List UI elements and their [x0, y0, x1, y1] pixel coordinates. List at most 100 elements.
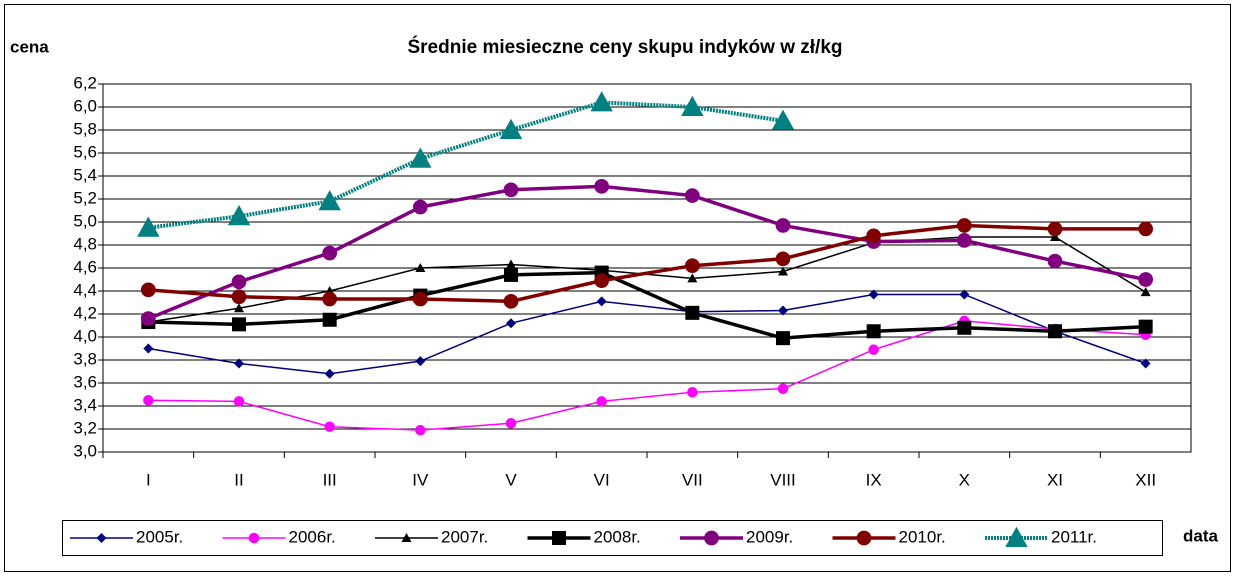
marker	[1047, 253, 1063, 269]
marker	[140, 282, 156, 298]
marker	[596, 396, 607, 407]
x-tick-label: XII	[1135, 470, 1156, 489]
marker	[1047, 221, 1063, 237]
marker	[771, 109, 795, 130]
x-tick-label: III	[323, 470, 337, 489]
x-tick-label: I	[146, 470, 151, 489]
marker	[233, 396, 245, 407]
marker	[324, 368, 335, 379]
x-tick-label: IV	[412, 470, 429, 489]
marker	[957, 320, 972, 335]
marker	[415, 263, 426, 272]
marker	[775, 251, 791, 267]
legend-label: 2009r.	[746, 527, 793, 546]
y-tick-label: 4,2	[73, 303, 97, 322]
series-line	[148, 293, 1146, 375]
marker	[778, 266, 788, 276]
series-line	[148, 100, 784, 230]
marker	[227, 205, 251, 226]
marker	[776, 331, 790, 346]
x-tick-label: IX	[866, 470, 882, 489]
marker	[505, 418, 517, 429]
series-line	[147, 184, 1147, 321]
marker	[956, 233, 972, 248]
y-tick-label: 5,0	[73, 211, 97, 230]
marker	[1050, 231, 1060, 241]
marker	[322, 291, 338, 307]
legend-label: 2005r.	[136, 527, 183, 546]
y-tick-label: 5,2	[73, 188, 97, 207]
marker	[1048, 324, 1062, 339]
legend-label: 2006r.	[289, 527, 336, 546]
y-axis-label: cena	[10, 37, 49, 56]
y-tick-label: 5,6	[73, 142, 97, 161]
marker	[231, 274, 247, 290]
marker	[506, 259, 516, 269]
y-tick-label: 3,2	[73, 418, 97, 437]
marker	[503, 294, 519, 309]
marker	[596, 296, 607, 307]
x-axis-label: data	[1183, 526, 1219, 545]
legend-marker	[704, 530, 719, 546]
marker	[409, 147, 432, 168]
marker	[234, 358, 244, 369]
marker	[143, 395, 154, 406]
legend-label: 2010r.	[899, 527, 946, 546]
marker	[231, 289, 247, 305]
x-tick-label: VII	[682, 470, 703, 489]
y-tick-label: 5,8	[73, 119, 97, 138]
marker	[866, 324, 881, 339]
legend-marker	[552, 531, 566, 545]
marker	[143, 343, 154, 354]
marker	[322, 312, 337, 327]
marker	[318, 190, 341, 211]
y-tick-label: 5,4	[73, 165, 97, 184]
marker	[503, 182, 519, 198]
marker	[137, 216, 160, 237]
marker	[590, 91, 613, 112]
marker	[866, 228, 882, 244]
marker	[1140, 358, 1151, 369]
marker	[504, 267, 518, 282]
marker	[412, 291, 428, 307]
y-tick-label: 4,4	[73, 280, 97, 299]
marker	[681, 95, 704, 116]
marker	[687, 273, 698, 283]
marker	[415, 356, 426, 367]
chart-frame	[4, 4, 1231, 572]
y-tick-label: 3,4	[73, 395, 97, 414]
y-tick-label: 6,2	[73, 73, 97, 92]
x-tick-label: VI	[594, 470, 610, 489]
series-line	[148, 270, 1146, 340]
marker	[1138, 272, 1154, 287]
y-tick-label: 4,8	[73, 234, 97, 253]
marker	[1140, 287, 1151, 297]
y-tick-label: 4,6	[73, 257, 97, 276]
legend-marker	[856, 530, 872, 546]
y-tick-label: 6,0	[73, 96, 97, 115]
marker	[412, 199, 428, 215]
marker	[687, 386, 698, 398]
y-tick-label: 3,6	[73, 372, 97, 391]
series-line	[148, 223, 1146, 304]
marker	[322, 245, 338, 261]
x-tick-label: VIII	[770, 470, 796, 489]
marker	[775, 218, 791, 233]
marker	[594, 273, 610, 288]
y-tick-label: 3,0	[73, 441, 97, 460]
y-tick-label: 3,8	[73, 349, 97, 368]
marker	[684, 258, 700, 274]
legend-label: 2008r.	[594, 527, 641, 546]
marker	[959, 289, 970, 300]
marker	[685, 305, 700, 320]
marker	[956, 218, 972, 233]
marker	[234, 303, 244, 313]
chart-title: Średnie miesieczne ceny skupu indyków w …	[407, 36, 842, 58]
marker	[415, 424, 426, 436]
marker	[232, 317, 246, 332]
y-tick-label: 4,0	[73, 326, 97, 345]
x-tick-label: X	[959, 470, 970, 489]
marker	[778, 305, 788, 316]
legend-label: 2011r.	[1051, 527, 1097, 546]
